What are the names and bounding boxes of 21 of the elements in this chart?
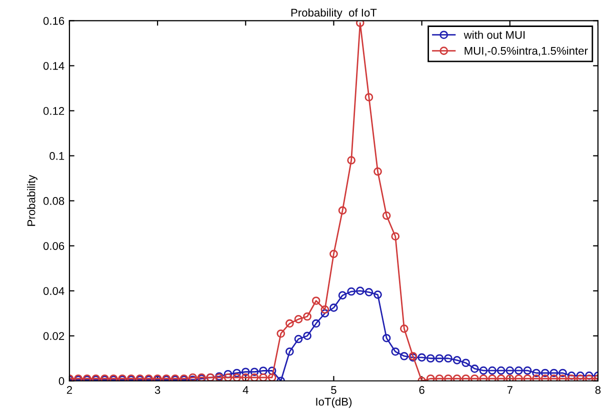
y-tick-label: 0.16 [43,16,64,25]
x-tick-label: 2 [66,386,72,394]
legend-label: MUI,-0.5%intra,1.5%inter [464,46,588,56]
x-tick-label: 4 [242,386,248,394]
y-tick-label: 0.06 [43,242,64,250]
x-tick-label: 8 [595,386,601,394]
y-tick-label: 0.12 [43,107,64,115]
y-tick-label: 0 [58,377,64,386]
y-tick-label: 0.1 [50,152,64,160]
x-tick-label: 3 [154,386,160,394]
chart-title: Probability of IoT [291,8,377,19]
x-tick-label: 6 [419,386,424,394]
y-tick-label: 0.02 [43,332,64,340]
x-axis-title: IoT(dB) [316,397,352,408]
x-tick-label: 5 [331,386,336,394]
y-tick-label: 0.14 [43,62,64,70]
x-tick-label: 7 [507,386,512,394]
y-tick-label: 0.08 [43,197,64,205]
y-axis-title: Probability [27,174,38,226]
legend-label: with out MUI [464,30,525,39]
y-tick-label: 0.04 [43,287,64,295]
